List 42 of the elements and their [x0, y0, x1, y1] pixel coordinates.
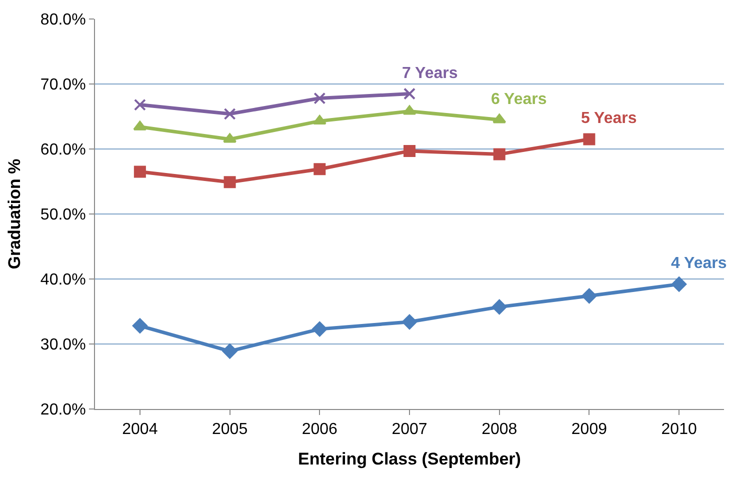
point [134, 166, 146, 178]
point [672, 276, 687, 292]
point [222, 344, 238, 359]
point [314, 92, 326, 104]
x-tick-label: 2009 [571, 421, 608, 438]
point [492, 299, 507, 314]
point [583, 133, 596, 146]
point [312, 322, 328, 337]
point [133, 120, 147, 130]
point [404, 144, 416, 157]
point [402, 314, 417, 330]
x-tick-label: 2004 [122, 421, 158, 438]
point [132, 318, 148, 334]
point [134, 98, 146, 111]
x-tick-label: 2008 [482, 421, 518, 438]
point [314, 163, 326, 176]
y-axis-title: Graduation % [4, 158, 24, 270]
y-tick-label: 40.0% [40, 272, 86, 289]
series-label: 6 Years [491, 91, 547, 108]
y-tick-label: 60.0% [40, 142, 86, 159]
x-axis-title: Entering Class (September) [298, 450, 521, 469]
point [492, 114, 506, 124]
series-label: 7 Years [402, 65, 458, 82]
x-tick-label: 2010 [661, 421, 697, 438]
point [224, 176, 236, 188]
y-tick-label: 30.0% [40, 336, 86, 354]
y-tick-label: 50.0% [40, 206, 86, 224]
y-tick-label: 70.0% [40, 76, 86, 94]
point [493, 148, 506, 160]
point [224, 108, 236, 120]
point [312, 115, 326, 125]
series-label: 5 Years [581, 110, 637, 127]
x-tick-label: 2005 [212, 421, 248, 438]
y-tick-label: 20.0% [40, 402, 86, 419]
point [402, 105, 416, 115]
x-tick-label: 2006 [302, 421, 338, 438]
point [582, 288, 597, 304]
x-tick-label: 2007 [392, 421, 428, 438]
y-tick-label: 80.0% [40, 12, 86, 29]
point [404, 88, 416, 100]
point [223, 133, 237, 143]
series-label: 4 Years [671, 255, 727, 272]
